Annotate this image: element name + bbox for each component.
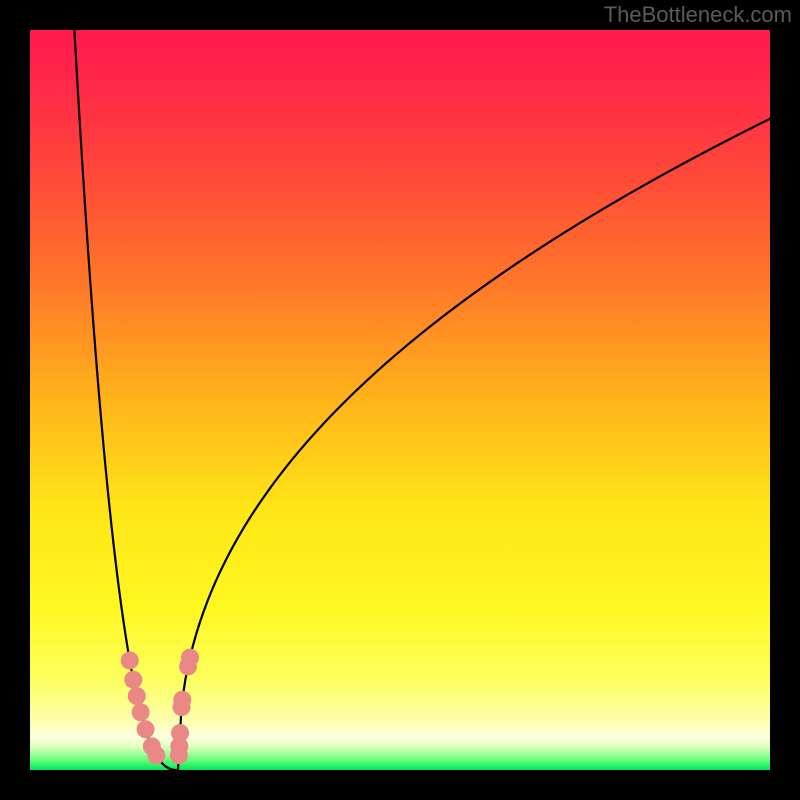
datapoint-marker xyxy=(128,687,146,705)
datapoint-marker xyxy=(132,703,150,721)
chart-container: TheBottleneck.com xyxy=(0,0,800,800)
bottleneck-chart xyxy=(0,0,800,800)
datapoint-marker xyxy=(143,737,161,755)
watermark-text: TheBottleneck.com xyxy=(604,2,792,28)
datapoint-marker xyxy=(121,651,139,669)
datapoint-marker xyxy=(137,720,155,738)
datapoint-marker xyxy=(173,691,191,709)
datapoint-marker xyxy=(181,649,199,667)
gradient-plot-area xyxy=(30,30,770,770)
datapoint-marker xyxy=(171,724,189,742)
datapoint-marker xyxy=(124,671,142,689)
